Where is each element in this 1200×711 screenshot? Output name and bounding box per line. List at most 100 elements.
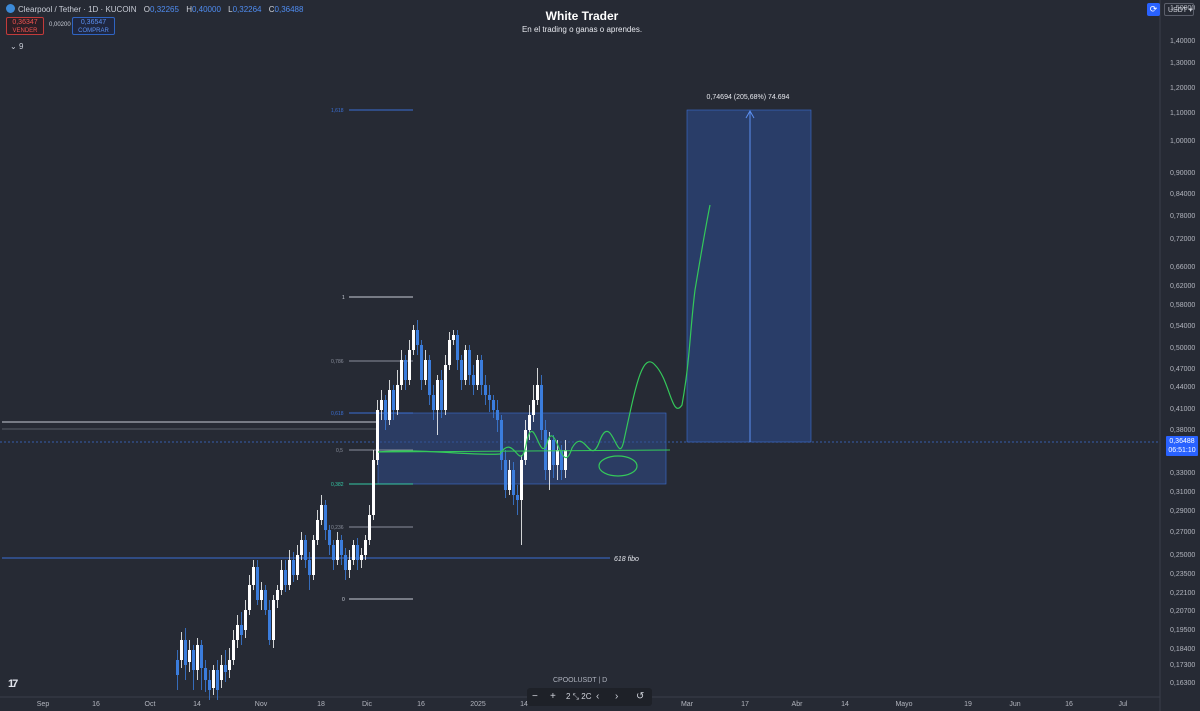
candle-body <box>520 460 523 500</box>
time-tick-label: Sep <box>37 701 50 708</box>
time-tick-label: 19 <box>964 701 972 708</box>
sell-button[interactable]: 0,36347 VENDER <box>6 17 44 35</box>
indicators-toggle[interactable]: ⌄ 9 <box>10 42 23 51</box>
sync-icon[interactable]: ⟳ <box>1147 3 1160 16</box>
fib-level-label: 0 <box>342 597 345 603</box>
candle-body <box>336 540 339 560</box>
time-tick-label: Mayo <box>895 701 912 708</box>
open-value: 0,32265 <box>150 5 179 14</box>
navigation-panel <box>527 688 652 706</box>
candle-body <box>504 460 507 490</box>
time-tick-label: Jun <box>1009 701 1020 708</box>
price-tick-label: 0,18400 <box>1170 646 1195 653</box>
candle-body <box>288 560 291 585</box>
time-tick-label: Abr <box>792 701 804 708</box>
candle-body <box>404 360 407 380</box>
candle-body <box>496 410 499 420</box>
candle-body <box>312 540 315 575</box>
candle-body <box>368 515 371 540</box>
candle-body <box>388 390 391 420</box>
candle-body <box>272 600 275 640</box>
fib-level-label: 0,236 <box>331 525 344 531</box>
buy-label: COMPRAR <box>78 28 109 34</box>
scroll-right-button[interactable]: › <box>615 691 619 702</box>
price-tick-label: 0,62000 <box>1170 283 1195 290</box>
currency-selector[interactable]: USDT ▾ <box>1164 3 1194 16</box>
price-tick-label: 1,50000 <box>1170 5 1195 12</box>
candle-body <box>348 560 351 570</box>
candle-body <box>408 350 411 380</box>
tradingview-logo-icon[interactable]: 17 <box>8 678 18 690</box>
candle-body <box>480 360 483 385</box>
symbol-header: Clearpool / Tether · 1D · KUCOIN O0,3226… <box>6 4 303 14</box>
candle-body <box>280 570 283 590</box>
candle-body <box>212 670 215 688</box>
candle-body <box>264 590 267 610</box>
candle-body <box>540 385 543 430</box>
candle-body <box>292 560 295 575</box>
candle-body <box>308 560 311 575</box>
time-tick-label: 2025 <box>470 701 486 708</box>
clearpool-logo-icon <box>6 4 15 13</box>
close-label: C <box>268 5 275 14</box>
candle-body <box>268 610 271 640</box>
overlay-subtitle: En el trading o ganas o aprendes. <box>521 25 643 34</box>
spread-value: 0,00200 <box>49 22 71 28</box>
candle-body <box>400 360 403 385</box>
price-tick-label: 0,47000 <box>1170 366 1195 373</box>
price-tick-label: 0,19500 <box>1170 627 1195 634</box>
time-tick-label: Mar <box>681 701 694 708</box>
price-tick-label: 0,72000 <box>1170 236 1195 243</box>
candle-body <box>444 365 447 410</box>
candle-body <box>536 385 539 400</box>
open-label: O <box>143 5 151 14</box>
sell-price: 0,36347 <box>12 19 38 26</box>
price-tick-label: 0,17300 <box>1170 662 1195 669</box>
buy-button[interactable]: 0,36547 COMPRAR <box>72 17 115 35</box>
candle-body <box>472 375 475 385</box>
green-circle-drawing <box>598 455 638 477</box>
price-tick-label: 0,90000 <box>1170 170 1195 177</box>
time-tick-label: 14 <box>193 701 201 708</box>
fib-level-label: 0,5 <box>336 448 343 454</box>
price-tick-label: 0,78000 <box>1170 213 1195 220</box>
time-tick-label: Nov <box>255 701 268 708</box>
high-value: 0,40000 <box>191 5 221 14</box>
time-tick-label: 14 <box>520 701 528 708</box>
price-tick-label: 0,33000 <box>1170 470 1195 477</box>
time-tick-label: 17 <box>741 701 749 708</box>
time-tick-label: 16 <box>417 701 425 708</box>
indicators-count: 9 <box>18 42 24 51</box>
currency-label: USDT <box>1168 7 1187 14</box>
price-tick-label: 0,38000 <box>1170 427 1195 434</box>
candle-body <box>188 650 191 662</box>
candle-body <box>384 400 387 420</box>
price-tick-label: 0,84000 <box>1170 191 1195 198</box>
candle-body <box>424 360 427 380</box>
candle-body <box>420 345 423 380</box>
candle-body <box>220 665 223 680</box>
candle-body <box>328 530 331 545</box>
sell-label: VENDER <box>12 28 38 34</box>
symbol-title[interactable]: Clearpool / Tether · 1D · KUCOIN <box>18 5 137 14</box>
zoom-out-button[interactable]: − <box>532 691 538 702</box>
price-tick-label: 0,27000 <box>1170 529 1195 536</box>
candle-body <box>296 555 299 575</box>
scroll-arrows-icon[interactable]: 2 ⤡ 2C <box>566 692 592 701</box>
price-tick-label: 0,54000 <box>1170 323 1195 330</box>
candle-body <box>244 610 247 630</box>
price-tick-label: 0,58000 <box>1170 302 1195 309</box>
zoom-in-button[interactable]: + <box>550 691 556 702</box>
scroll-left-button[interactable]: ‹ <box>596 691 600 702</box>
candle-body <box>448 340 451 365</box>
price-tick-label: 1,20000 <box>1170 85 1195 92</box>
candle-body <box>192 650 195 670</box>
current-price: 0,36488 <box>1169 438 1195 445</box>
candle-body <box>240 625 243 635</box>
close-value: 0,36488 <box>274 5 304 14</box>
candle-body <box>216 670 219 690</box>
candle-body <box>560 450 563 470</box>
overlay-title: White Trader <box>545 9 619 23</box>
reset-chart-button[interactable]: ↺ <box>636 691 645 702</box>
